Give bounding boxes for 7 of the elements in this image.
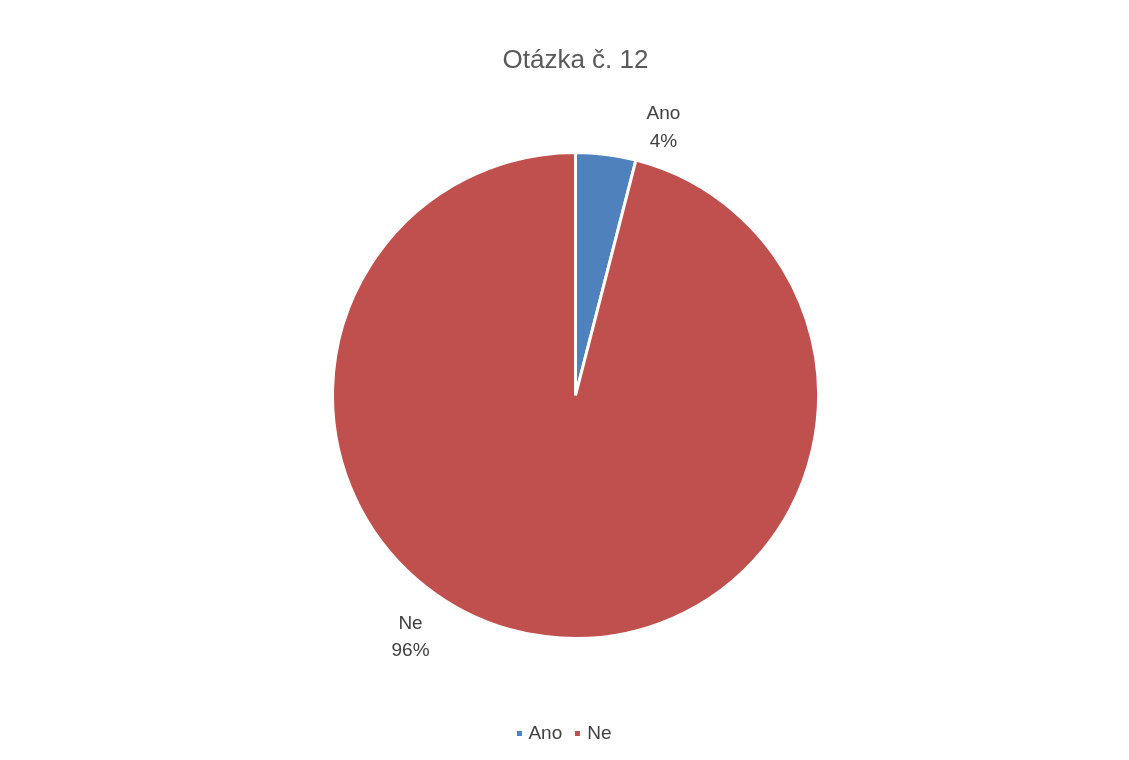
- legend-label: Ne: [587, 722, 612, 744]
- slice-label: Ne: [398, 611, 423, 633]
- slice-label: Ano: [646, 102, 681, 124]
- data-label: 96%: [391, 639, 430, 661]
- chart-title: Otázka č. 12: [502, 43, 649, 74]
- data-label: 4%: [649, 129, 678, 151]
- legend-label: Ano: [528, 722, 563, 744]
